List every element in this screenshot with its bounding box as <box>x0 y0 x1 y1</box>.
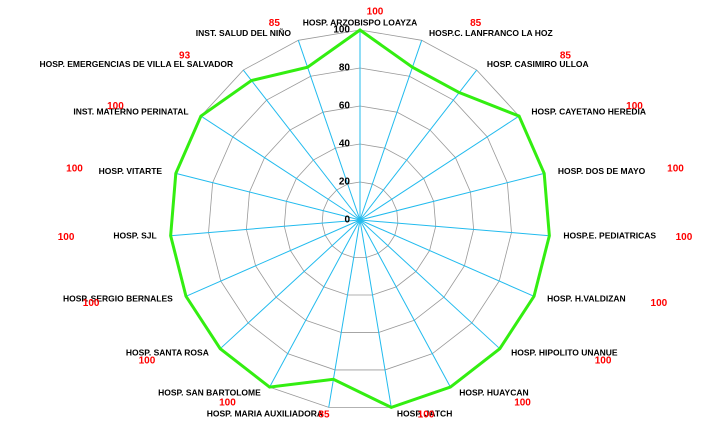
spoke <box>185 219 361 297</box>
value-label: 100 <box>139 356 156 367</box>
value-label: 93 <box>179 50 191 61</box>
category-label: HOSP. VITARTE <box>99 166 163 176</box>
grid-ring <box>208 67 512 371</box>
value-label: 100 <box>58 232 75 243</box>
value-label: 100 <box>595 356 612 367</box>
category-label: HOSP. CASIMIRO ULLOA <box>487 59 589 69</box>
value-label: 85 <box>470 18 482 29</box>
r-tick-label: 80 <box>339 63 351 74</box>
category-label: HOSP. CAYETANO HEREDIA <box>531 107 646 117</box>
grid-ring <box>283 143 437 296</box>
value-label: 85 <box>269 18 281 29</box>
spoke <box>175 172 361 221</box>
category-label: HOSP. DOS DE MAYO <box>558 166 646 176</box>
spoke <box>297 40 361 221</box>
r-tick-label: 0 <box>344 215 350 226</box>
category-label: INST. SALUD DEL NIÑO <box>196 28 292 38</box>
category-label: HOSP. HIPOLITO UNANUE <box>511 348 618 358</box>
spoke <box>359 219 550 237</box>
value-label: 100 <box>667 164 684 175</box>
category-label: HOSP.E. PEDIATRICAS <box>563 231 656 241</box>
spoke <box>359 115 520 221</box>
value-label: 100 <box>626 101 643 112</box>
category-label: HOSP. SAN BARTOLOME <box>158 388 261 398</box>
category-label: HOSP. SJL <box>113 231 156 241</box>
r-tick-label: 100 <box>333 25 350 36</box>
r-tick-label: 60 <box>339 101 351 112</box>
spoke <box>219 219 361 350</box>
data-line <box>169 28 551 410</box>
category-label: INST. MATERNO PERINATAL <box>73 107 188 117</box>
category-label: HOSP. JATCH <box>397 409 452 419</box>
category-label: HOSP. H.VALDIZAN <box>547 293 626 303</box>
value-label: 100 <box>651 298 668 309</box>
value-label: 100 <box>418 410 435 421</box>
r-tick-label: 40 <box>339 139 351 150</box>
spoke <box>170 219 361 237</box>
spoke <box>359 219 392 408</box>
value-label: 100 <box>367 7 384 18</box>
grid-ring <box>245 105 475 333</box>
category-label: HOSP. MARIA AUXILIADORA <box>207 409 323 419</box>
spoke <box>359 219 451 388</box>
category-label: HOSP. SANTA ROSA <box>126 348 209 358</box>
category-label: HOSP. SERGIO BERNALES <box>63 293 173 303</box>
value-label: 85 <box>318 410 330 421</box>
value-label: 100 <box>66 164 83 175</box>
spoke <box>359 172 545 221</box>
spoke <box>200 115 361 221</box>
category-label: HOSP.C. LANFRANCO LA HOZ <box>429 28 553 38</box>
spoke <box>359 69 478 221</box>
spoke <box>269 219 361 388</box>
grid-ring <box>321 181 399 258</box>
value-label: 100 <box>219 398 236 409</box>
spoke <box>359 219 501 350</box>
value-label: 100 <box>514 398 531 409</box>
value-label: 85 <box>560 50 572 61</box>
category-label: HOSP. EMERGENCIAS DE VILLA EL SALVADOR <box>40 59 234 69</box>
r-tick-label: 20 <box>339 177 351 188</box>
spoke <box>359 219 535 297</box>
spoke <box>359 40 423 221</box>
spoke <box>328 219 361 408</box>
value-label: 100 <box>676 232 693 243</box>
spoke <box>242 69 361 221</box>
category-label: HOSP. HUAYCAN <box>459 388 528 398</box>
category-label: HOSP. ARZOBISPO LOAYZA <box>303 17 417 27</box>
value-label: 100 <box>107 101 124 112</box>
value-label: 100 <box>83 298 100 309</box>
